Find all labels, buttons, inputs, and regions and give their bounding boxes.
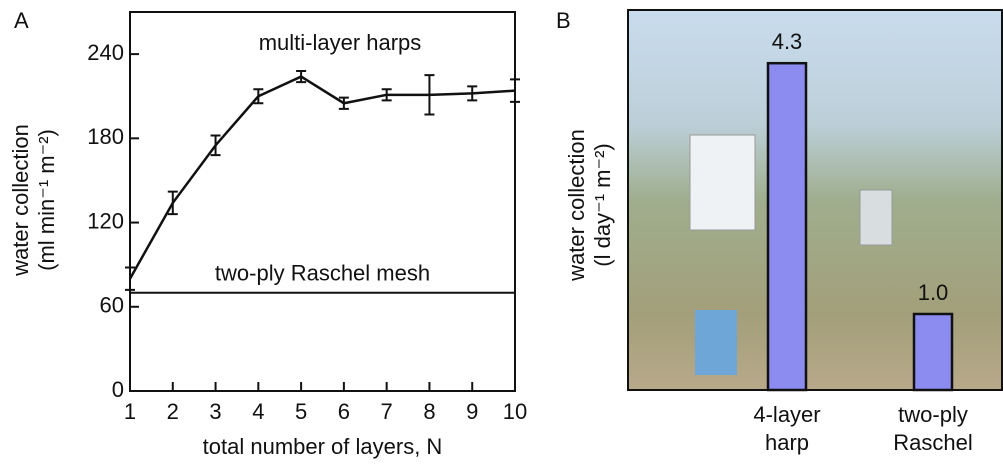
photo-panel [689,134,756,231]
error-bar [338,96,349,110]
x-tick-label: 5 [295,399,307,424]
bar [912,312,954,392]
error-bar [210,134,221,157]
x-tick-label: 10 [503,399,527,424]
plot-frame [627,9,1003,391]
y-axis-label: water collection [564,129,589,282]
x-axis-label: total number of layers, N [203,434,443,459]
value-label: 1.0 [918,280,949,305]
photo-panel [859,189,893,246]
x-tick-label: 1 [124,399,136,424]
x-tick-label: 7 [381,399,393,424]
x-tick-label: 3 [209,399,221,424]
y-axis-label: (ml min⁻¹ m⁻²) [34,129,59,271]
plot-frame [129,11,516,392]
y-tick-label: 0 [112,377,124,402]
y-tick-label: 120 [87,208,124,233]
photo-barrel [695,310,737,375]
y-tick-label: 180 [87,124,124,149]
error-bar [424,74,435,116]
value-label: 4.3 [772,29,803,54]
panel-label: A [14,8,29,33]
data-line [128,75,516,280]
error-bar [167,190,178,216]
x-tick-label: 6 [338,399,350,424]
y-tick-label: 60 [100,293,124,318]
x-tick-label: 9 [466,399,478,424]
error-bar [253,88,264,105]
error-bar [381,88,392,102]
error-bar [467,85,478,102]
y-tick-label: 240 [87,40,124,65]
x-tick-label: 4 [252,399,264,424]
x-tick-label: 8 [423,399,435,424]
error-bar [296,69,307,84]
x-tick-label: 2 [167,399,179,424]
reference-label: two-ply Raschel mesh [215,261,430,286]
y-axis-label: (l day⁻¹ m⁻²) [590,143,615,266]
x-tick-label: 4-layer harp [753,402,820,455]
annotation: multi-layer harps [259,30,422,55]
panel-label: B [556,8,571,33]
y-axis-label: water collection [8,124,33,277]
x-tick-label: two-ply Raschel [893,402,972,455]
bar [766,61,808,392]
